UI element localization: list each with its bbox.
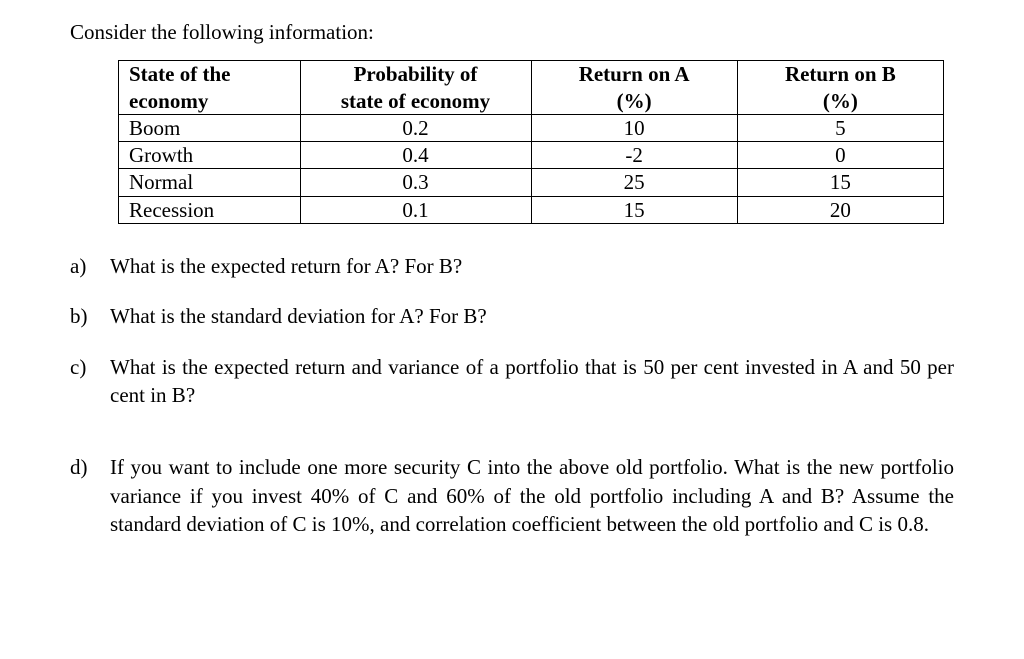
cell-return-a: 25 <box>531 169 737 196</box>
cell-return-b: 5 <box>737 114 943 141</box>
question-label: a) <box>70 252 110 280</box>
cell-prob: 0.2 <box>300 114 531 141</box>
header-state-line1: State of the <box>129 62 230 86</box>
question-text: If you want to include one more security… <box>110 453 954 538</box>
header-return-a-line1: Return on A <box>579 62 690 86</box>
question-text: What is the expected return for A? For B… <box>110 252 954 280</box>
cell-return-a: -2 <box>531 142 737 169</box>
question-item-c: c) What is the expected return and varia… <box>70 353 954 410</box>
header-return-b-line1: Return on B <box>785 62 896 86</box>
question-item-b: b) What is the standard deviation for A?… <box>70 302 954 330</box>
header-return-a-line2: (%) <box>617 89 652 113</box>
question-label: b) <box>70 302 110 330</box>
cell-state: Growth <box>119 142 301 169</box>
table-row: Boom 0.2 10 5 <box>119 114 944 141</box>
cell-state: Boom <box>119 114 301 141</box>
header-return-b-line2: (%) <box>823 89 858 113</box>
cell-prob: 0.1 <box>300 196 531 223</box>
table-row: Growth 0.4 -2 0 <box>119 142 944 169</box>
header-state: State of the economy <box>119 61 301 115</box>
header-prob-line2: state of economy <box>341 89 490 113</box>
cell-prob: 0.3 <box>300 169 531 196</box>
cell-prob: 0.4 <box>300 142 531 169</box>
question-item-a: a) What is the expected return for A? Fo… <box>70 252 954 280</box>
header-return-b: Return on B (%) <box>737 61 943 115</box>
cell-return-b: 20 <box>737 196 943 223</box>
table-header-row: State of the economy Probability of stat… <box>119 61 944 115</box>
cell-return-b: 15 <box>737 169 943 196</box>
intro-text: Consider the following information: <box>70 18 954 46</box>
question-label: c) <box>70 353 110 381</box>
cell-return-a: 15 <box>531 196 737 223</box>
question-list: a) What is the expected return for A? Fo… <box>70 252 954 538</box>
question-label: d) <box>70 453 110 481</box>
question-text: What is the expected return and variance… <box>110 353 954 410</box>
question-item-d: d) If you want to include one more secur… <box>70 453 954 538</box>
cell-state: Recession <box>119 196 301 223</box>
question-text: What is the standard deviation for A? Fo… <box>110 302 954 330</box>
header-state-line2: economy <box>129 89 208 113</box>
header-prob-line1: Probability of <box>354 62 478 86</box>
cell-return-a: 10 <box>531 114 737 141</box>
header-return-a: Return on A (%) <box>531 61 737 115</box>
data-table-container: State of the economy Probability of stat… <box>70 60 954 224</box>
returns-table: State of the economy Probability of stat… <box>118 60 944 224</box>
cell-return-b: 0 <box>737 142 943 169</box>
table-row: Normal 0.3 25 15 <box>119 169 944 196</box>
cell-state: Normal <box>119 169 301 196</box>
header-prob: Probability of state of economy <box>300 61 531 115</box>
table-row: Recession 0.1 15 20 <box>119 196 944 223</box>
